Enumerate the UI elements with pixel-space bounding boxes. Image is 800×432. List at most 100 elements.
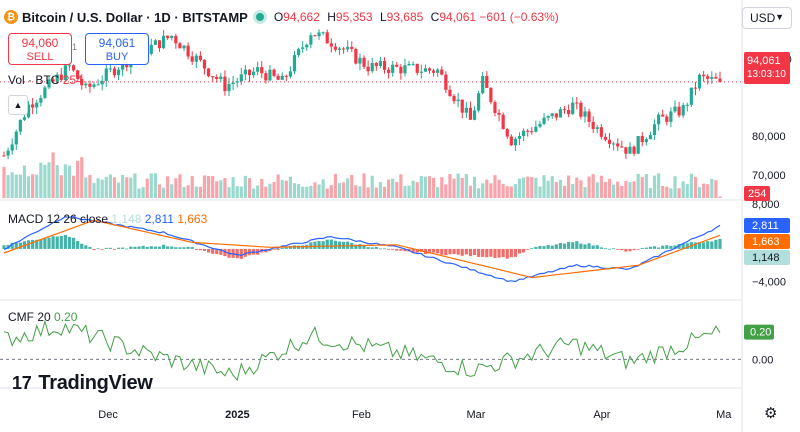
volume-bar [427,176,432,198]
volume-bar [284,180,288,198]
candle-body [247,69,252,76]
macd-histogram-bar [472,248,477,256]
chevron-down-icon: ▼ [775,12,784,22]
volume-bar [313,182,317,198]
macd-histogram-bar [141,245,145,249]
macd-histogram-bar [624,248,628,252]
macd-histogram-bar [108,247,112,249]
macd-histogram-bar [538,245,542,249]
candle-body [652,124,657,136]
macd-histogram-bar [382,248,387,250]
volume-bar [329,185,333,198]
candle-body [497,112,501,115]
candle-body [198,55,202,60]
volume-bar [538,186,542,198]
tradingview-logo[interactable]: 17 TradingView [12,372,153,394]
volume-bar [129,177,133,198]
candle-body [321,32,325,34]
candle-body [472,110,477,120]
candle-body [211,76,215,78]
currency-select[interactable]: USD ▼ [742,7,792,29]
symbol-title[interactable]: Bitcoin / U.S. Dollar · 1D · BITSTAMP [22,9,248,25]
macd-histogram-bar [362,245,366,249]
candle-body [509,136,513,146]
macd-legend[interactable]: MACD 12 26 close 1,148 2,811 1,663 [8,212,208,226]
volume-bar [448,174,452,198]
volume-bar [288,176,292,198]
volume-legend[interactable]: Vol · BTC 254 [8,73,83,87]
candle-body [378,61,383,66]
symbol-header: ₿ Bitcoin / U.S. Dollar · 1D · BITSTAMP … [4,6,563,28]
volume-bar [423,176,428,198]
candle-body [562,109,567,111]
macd-histogram-bar [493,248,497,259]
volume-bar [550,176,554,198]
volume-bar [526,176,530,198]
volume-bar [211,176,215,198]
volume-bar [198,186,202,198]
time-axis-label: Mar [467,409,486,421]
candle-body [616,143,620,147]
macd-histogram-bar [607,248,612,250]
volume-bar [354,185,358,198]
macd-histogram-bar [76,241,80,249]
candle-body [366,66,370,72]
macd-histogram-bar [272,248,276,250]
candle-body [296,48,301,56]
volume-bar [710,178,714,198]
candle-body [157,40,162,49]
macd-histogram-bar [284,247,288,249]
macd-histogram-bar [612,248,616,250]
volume-bar [333,173,338,198]
buy-button[interactable]: 94,061 BUY [85,33,149,65]
volume-bar [296,184,301,198]
volume-bar [6,175,10,198]
macd-histogram-bar [18,242,22,249]
macd-histogram-bar [145,246,149,249]
volume-bar [133,173,137,198]
volume-bar [182,187,186,198]
candle-body [325,32,329,44]
volume-bar [481,183,485,198]
macd-histogram-bar [116,247,121,249]
sell-button[interactable]: 94,060 SELL [8,33,72,65]
cmf-legend[interactable]: CMF 20 0.20 [8,310,78,324]
candle-body [628,146,632,154]
volume-bar [477,188,481,198]
candle-body [190,56,194,62]
volume-bar [382,186,387,198]
candle-body [67,65,72,67]
macd-histogram-bar [14,242,18,249]
macd-histogram-bar [571,242,575,249]
candle-body [43,87,47,98]
volume-bar [567,175,571,198]
collapse-legend-button[interactable]: ▲ [8,95,28,115]
macd-histogram-bar [652,246,657,249]
candle-body [517,135,522,139]
candle-body [301,47,305,49]
volume-bar [542,175,546,198]
gear-icon[interactable]: ⚙ [764,405,778,422]
volume-bar [522,177,526,198]
volume-bar [305,186,309,198]
volume-bar [235,186,239,198]
candle-body [174,35,178,44]
candle-body [640,136,644,143]
volume-bar [227,187,231,198]
macd-histogram-bar [485,248,489,258]
macd-histogram-bar [591,245,595,249]
volume-bar [374,187,378,198]
candle-body [280,75,284,80]
volume-bar [358,186,362,198]
volume-bar [170,184,174,198]
candle-body [440,69,444,75]
volume-bar [174,178,178,198]
candle-body [92,84,96,87]
candle-body [39,97,43,103]
macd-histogram-bar [211,248,215,254]
candle-body [206,68,211,77]
candle-body [403,65,407,74]
volume-bar [76,160,80,198]
candle-body [386,69,391,73]
